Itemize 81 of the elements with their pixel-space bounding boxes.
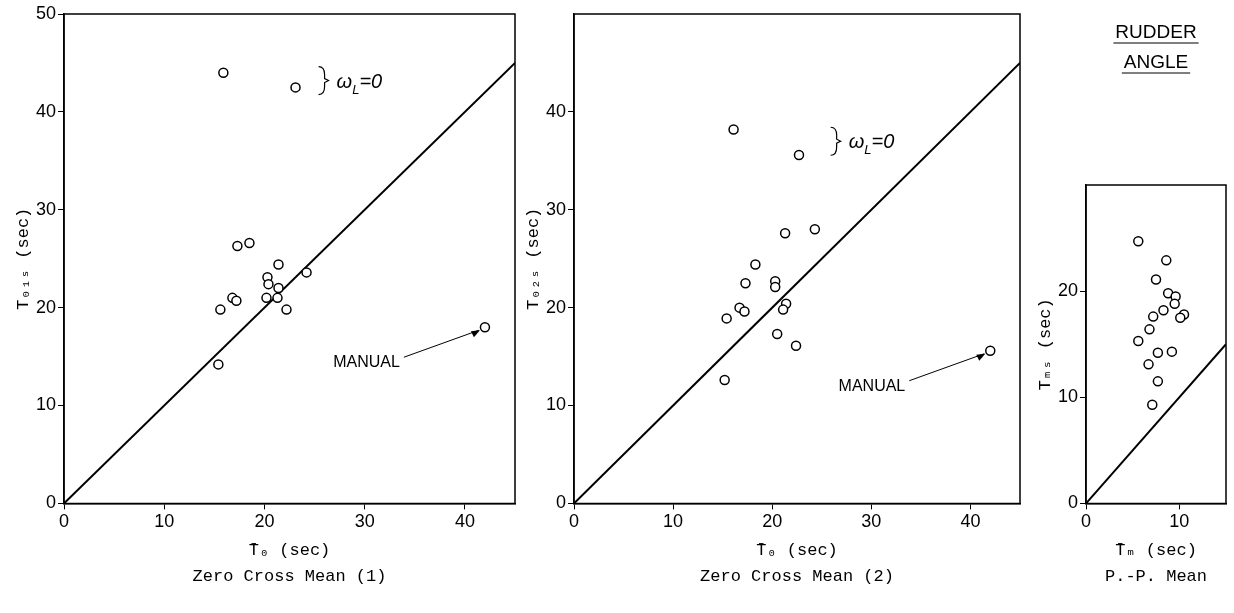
y-axis-title: T₀₂ₛ (sec) bbox=[524, 207, 544, 310]
point bbox=[777, 304, 789, 315]
chart-title: RUDDER ANGLE bbox=[1115, 21, 1197, 72]
y-tick-label: 40 bbox=[545, 100, 567, 121]
x-tick-label: 10 bbox=[1169, 511, 1190, 532]
point bbox=[273, 259, 284, 270]
x-tick-label: 30 bbox=[861, 511, 882, 532]
y-tick-label: 0 bbox=[1068, 492, 1079, 513]
y-tick-label: 20 bbox=[1057, 280, 1079, 301]
point bbox=[790, 340, 802, 352]
y-tick-label: 30 bbox=[545, 198, 567, 219]
point bbox=[771, 328, 783, 340]
y-tick-label: 40 bbox=[35, 100, 57, 121]
point bbox=[739, 306, 750, 317]
point bbox=[213, 359, 224, 370]
point bbox=[1133, 335, 1144, 347]
x-tick-label: 10 bbox=[154, 511, 175, 532]
y-axis-title: T₀₁ₛ (sec) bbox=[14, 207, 34, 310]
point bbox=[261, 292, 272, 304]
y-tick-label: 0 bbox=[556, 492, 567, 513]
point bbox=[215, 304, 226, 315]
point bbox=[1175, 312, 1186, 323]
y-axis-title: Tₘₛ (sec) bbox=[1036, 298, 1056, 391]
point bbox=[273, 282, 284, 294]
text: Zero Cross Mean (1) bbox=[192, 567, 387, 587]
y-tick-label: 50 bbox=[35, 2, 57, 23]
point bbox=[769, 281, 781, 293]
point bbox=[728, 124, 739, 135]
point bbox=[1161, 255, 1172, 266]
point bbox=[809, 224, 821, 235]
point bbox=[232, 240, 243, 252]
point bbox=[1166, 346, 1178, 357]
x-tick-label: 20 bbox=[762, 511, 783, 532]
y-tick-label: 20 bbox=[545, 296, 567, 317]
y-tick-label: 10 bbox=[545, 394, 567, 415]
point bbox=[1158, 304, 1169, 316]
x-tick-label: 0 bbox=[59, 511, 70, 532]
point bbox=[479, 321, 491, 333]
point bbox=[740, 277, 751, 289]
point bbox=[263, 278, 274, 290]
point bbox=[218, 67, 229, 78]
annotation: MANUAL bbox=[333, 353, 401, 371]
y-tick-label: 10 bbox=[1057, 386, 1079, 407]
x-axis-title: T̄₀ (sec) bbox=[248, 541, 331, 561]
point bbox=[1147, 399, 1158, 410]
point bbox=[1152, 347, 1164, 358]
text: Zero Cross Mean (2) bbox=[700, 567, 894, 587]
x-axis-title: T̄ₘ (sec) bbox=[1115, 541, 1197, 561]
x-tick-label: 40 bbox=[960, 511, 981, 532]
x-tick-label: 20 bbox=[254, 511, 275, 532]
point bbox=[1152, 376, 1164, 387]
point bbox=[1150, 274, 1162, 285]
point bbox=[1143, 359, 1154, 370]
point bbox=[231, 295, 242, 307]
point bbox=[793, 149, 805, 161]
y-tick-label: 10 bbox=[35, 394, 57, 415]
point bbox=[750, 259, 761, 270]
y-tick-label: 0 bbox=[46, 492, 57, 513]
x-tick-label: 40 bbox=[454, 511, 475, 532]
x-tick-label: 0 bbox=[569, 511, 580, 532]
x-tick-label: 10 bbox=[663, 511, 684, 532]
point bbox=[290, 82, 301, 93]
point bbox=[281, 304, 292, 315]
point bbox=[779, 228, 791, 239]
y-tick-label: 30 bbox=[35, 198, 57, 219]
x-tick-label: 30 bbox=[354, 511, 375, 532]
y-tick-label: 20 bbox=[35, 296, 57, 317]
point bbox=[1144, 324, 1155, 335]
point bbox=[244, 237, 255, 249]
point bbox=[272, 292, 283, 304]
point bbox=[301, 267, 312, 278]
x-tick-label: 0 bbox=[1081, 511, 1092, 532]
point bbox=[985, 345, 996, 356]
x-axis-title: T̄₀ (sec) bbox=[756, 541, 838, 561]
point bbox=[1169, 298, 1180, 310]
text: P.-P. Mean bbox=[1105, 567, 1208, 587]
point bbox=[1133, 236, 1144, 247]
point bbox=[1147, 311, 1159, 322]
annotation: MANUAL bbox=[838, 376, 906, 394]
point bbox=[719, 374, 730, 386]
point bbox=[721, 313, 732, 324]
